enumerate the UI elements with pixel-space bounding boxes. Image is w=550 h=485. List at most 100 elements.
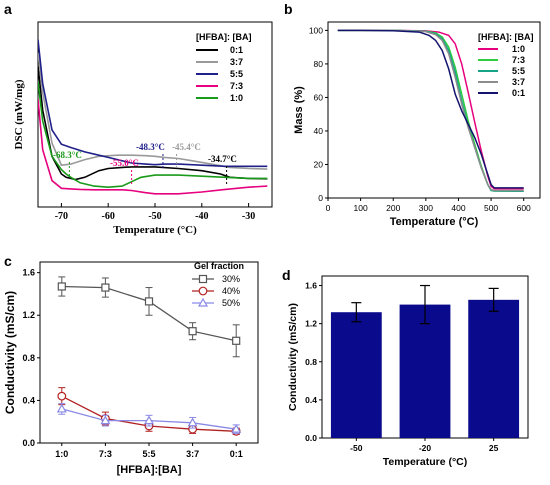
- panel-b-ytick-label: 60: [314, 92, 324, 102]
- panel-b-legend-label: 5:5: [512, 66, 525, 76]
- panel-c-ytick-label: 0.8: [22, 353, 35, 363]
- panel-c-xlabel: [HFBA]:[BA]: [117, 464, 182, 476]
- panel-c-marker: [188, 327, 197, 336]
- panel-b-xtick-label: 300: [419, 203, 433, 213]
- panel-b-ytick-label: 80: [314, 59, 324, 69]
- panel-b-xtick-label: 400: [451, 203, 465, 213]
- panel-a-xtick-label: -30: [242, 211, 255, 222]
- panel-b-ytick-label: 0: [318, 193, 323, 203]
- panel-d: d 0.0 0.4 0.8 1.2 1.6 -50 -20 25 Temperature (°C)…: [282, 267, 529, 468]
- panel-c-marker: [231, 423, 242, 433]
- panel-a-series-1:0: [38, 81, 268, 189]
- panel-d-ytick-label: 1.6: [305, 281, 317, 291]
- panel-b-ytick-label: 40: [314, 126, 324, 136]
- panel-a: a -70 -60 -50 -40 -30 Temperature (°C) DSC (mW/…: [4, 1, 273, 236]
- panel-c-marker: [198, 286, 208, 296]
- panel-a-series-0:1: [38, 65, 268, 181]
- panel-b-ylabel: Mass (%): [293, 86, 305, 134]
- panel-a-legend-label: 3:7: [230, 57, 243, 67]
- panel-b-frame: [327, 21, 541, 199]
- panel-c-xtick-label: 3:7: [186, 449, 199, 459]
- panel-c-letter: c: [4, 253, 12, 269]
- panel-c-ytick-label: 1.2: [22, 310, 35, 320]
- panel-d-xlabel: Temperature (°C): [383, 456, 468, 468]
- panel-a-series-7:3: [38, 99, 268, 195]
- panel-b-xtick-label: 200: [386, 203, 400, 213]
- panel-b-xtick-label: 600: [517, 203, 531, 213]
- panel-c-legend-title: Gel fraction: [194, 261, 244, 271]
- panel-c-marker: [57, 391, 67, 401]
- panel-c-ytick-label: 0.4: [22, 395, 35, 405]
- panel-a-xtick-label: -70: [55, 211, 68, 222]
- panel-c-marker: [232, 336, 241, 345]
- panel-b-xlabel: Temperature (°C): [390, 216, 479, 228]
- panel-c-legend-label: 30%: [222, 274, 240, 284]
- panel-d-ytick-label: 0.4: [305, 395, 317, 405]
- panel-a-xtick-label: -60: [102, 211, 115, 222]
- panel-b-series-7:3: [337, 29, 524, 193]
- panel-c-marker: [100, 415, 111, 425]
- panel-a-series-3:7: [38, 52, 268, 170]
- panel-c: c 1:0 7:3 5:5 3:7 0:1 0.0 0.4 0.8 1.2 1.6 [HFBA]:[B…: [3, 253, 259, 476]
- panel-d-bar: [399, 304, 451, 438]
- panel-c-marker: [143, 415, 155, 425]
- panel-a-xtick-label: -40: [195, 211, 208, 222]
- panel-b-legend-label: 0:1: [512, 88, 525, 98]
- panel-c-marker: [198, 274, 208, 284]
- panel-c-marker: [56, 403, 67, 413]
- panel-b-series-0:1: [337, 29, 524, 189]
- panel-a-legend-label: 7:3: [230, 81, 243, 91]
- panel-a-legend-label: 5:5: [230, 69, 243, 79]
- panel-a-legend-label: 0:1: [230, 45, 243, 55]
- panel-b-series-3:7: [337, 29, 524, 192]
- panel-b-series-5:5: [337, 29, 524, 193]
- panel-c-marker: [144, 297, 154, 306]
- panel-b-ytick-label: 100: [309, 25, 323, 35]
- panel-b: b 0 100 200 300 400 500 600 0 20 40 60 80 100 Temperat…: [284, 1, 541, 228]
- panel-b-ytick-label: 20: [314, 159, 324, 169]
- panel-c-marker: [101, 283, 110, 292]
- panel-d-xtick-label: 25: [489, 443, 499, 453]
- panel-c-legend-label: 50%: [222, 298, 240, 308]
- panel-b-series-1:0: [337, 29, 524, 190]
- panel-b-xtick-label: 100: [354, 203, 368, 213]
- panel-a-annotation: -55.0°C: [110, 158, 139, 168]
- panel-a-annotation: -34.7°C: [208, 154, 237, 164]
- panel-c-marker: [197, 297, 209, 307]
- panel-b-legend-label: 7:3: [512, 55, 525, 65]
- panel-d-ytick-label: 0.0: [305, 433, 317, 443]
- panel-d-xtick-label: -20: [419, 443, 432, 453]
- panel-b-letter: b: [284, 1, 293, 17]
- panel-a-legend-title: [HFBA]: [BA]: [196, 32, 251, 42]
- panel-c-ytick-label: 1.6: [22, 268, 35, 278]
- panel-a-legend-label: 1:0: [230, 93, 243, 103]
- panel-d-ylabel: Conductivity (mS/cm): [287, 303, 299, 411]
- panel-d-letter: d: [282, 267, 291, 283]
- panel-d-ytick-label: 1.2: [305, 319, 317, 329]
- panel-b-legend-label: 3:7: [512, 77, 525, 87]
- panel-c-ytick-label: 0.0: [22, 438, 35, 448]
- panel-d-ytick-label: 0.8: [305, 357, 317, 367]
- panel-a-series-5:5: [38, 39, 268, 168]
- panel-c-xtick-label: 1:0: [55, 449, 68, 459]
- panel-c-xtick-label: 7:3: [99, 449, 112, 459]
- panel-c-marker: [187, 417, 198, 427]
- panel-a-xlabel: Temperature (°C): [113, 224, 197, 236]
- panel-a-letter: a: [4, 1, 12, 17]
- panel-d-bar: [468, 299, 520, 438]
- panel-c-legend-label: 40%: [222, 286, 240, 296]
- panel-a-annotation: -48.3°C: [136, 142, 165, 152]
- panel-d-bar: [330, 312, 382, 438]
- panel-c-xtick-label: 5:5: [142, 449, 155, 459]
- panel-b-legend-label: 1:0: [512, 44, 525, 54]
- panel-a-ylabel: DSC (mW/mg): [13, 79, 25, 149]
- panel-b-legend-title: [HFBA]: [BA]: [478, 32, 533, 42]
- panel-a-xtick-label: -50: [148, 211, 161, 222]
- panel-d-xtick-label: -50: [350, 443, 363, 453]
- panel-a-annotation: -68.3°C: [53, 150, 82, 160]
- panel-c-ylabel: Conductivity (mS/cm): [3, 291, 17, 414]
- panel-c-xtick-label: 0:1: [230, 449, 243, 459]
- panel-b-xtick-label: 500: [484, 203, 498, 213]
- panel-a-annotation: -45.4°C: [172, 142, 201, 152]
